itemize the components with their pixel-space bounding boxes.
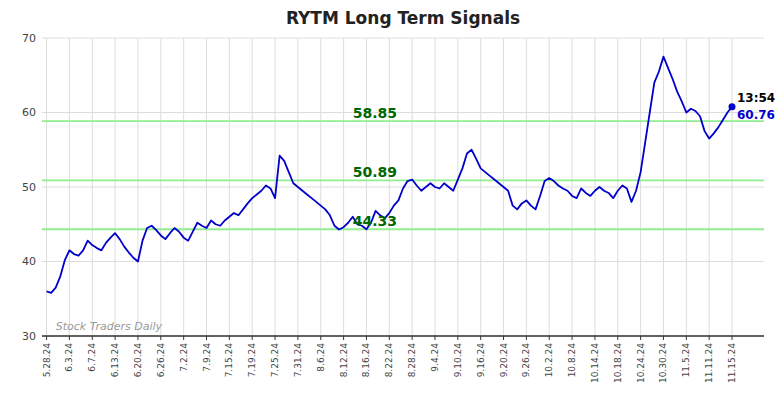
x-grid-line [343,38,344,336]
x-grid-line [709,38,710,336]
x-grid-line [732,38,733,336]
chart: RYTM Long Term Signals 30 40 50 60 70 5.28.24 6… [0,0,784,398]
x-tick-label: 10.18.24 [613,343,623,383]
x-tick-label: 9.10.24 [453,343,463,378]
x-tick-label: 10.8.24 [567,343,577,378]
y-grid-line [42,261,764,262]
y-tick-label: 70 [22,32,36,45]
x-grid-line [206,38,207,336]
x-tick-label: 8.22.24 [384,343,394,378]
x-grid-line [137,38,138,336]
title: RYTM Long Term Signals [286,8,520,28]
x-tick-label: 10.30.24 [658,343,668,383]
x-tick-label: 6.7.24 [87,343,97,372]
x-grid-line [572,38,573,336]
reference-line [42,228,764,230]
grid [42,38,764,336]
x-grid-line [457,38,458,336]
x-grid-line [594,38,595,336]
x-tick-label: 11.11.24 [704,343,714,383]
y-grid-line [42,336,764,337]
x-grid-line [320,38,321,336]
x-tick-label: 6.3.24 [64,343,74,372]
x-grid-line [480,38,481,336]
watermark: Stock Traders Daily [56,320,163,333]
price-line [47,57,732,293]
x-grid-line [389,38,390,336]
x-axis-line [42,335,764,337]
x-tick-label: 9.26.24 [521,343,531,378]
y-grid-line [42,112,764,113]
y-tick-label: 60 [22,106,36,119]
x-grid-line [160,38,161,336]
x-tick-label: 11.5.24 [681,343,691,378]
x-tick-label: 6.26.24 [156,343,166,378]
x-grid-line [115,38,116,336]
last-point [729,103,736,110]
reference-line [42,179,764,181]
last-time-label: 13:54 [737,91,775,105]
x-grid-line [526,38,527,336]
x-tick-label: 10.24.24 [636,343,646,383]
x-grid-line [183,38,184,336]
x-grid-line [663,38,664,336]
x-grid-line [686,38,687,336]
reference-label: 58.85 [353,105,397,121]
x-grid-line [617,38,618,336]
x-tick-label: 7.19.24 [247,343,257,378]
x-tick-label: 6.13.24 [110,343,120,378]
x-tick-label: 5.28.24 [42,343,52,378]
reference-label: 50.89 [353,164,397,180]
x-tick-label: 11.15.24 [727,343,737,383]
y-tick-label: 50 [22,181,36,194]
x-grid-line [640,38,641,336]
x-grid-line [412,38,413,336]
x-tick-label: 9.16.24 [476,343,486,378]
reference-label: 44.33 [353,213,397,229]
x-tick-label: 9.20.24 [499,343,509,378]
x-grid-line [252,38,253,336]
x-grid-line [92,38,93,336]
x-tick-label: 6.20.24 [133,343,143,378]
x-grid-line [549,38,550,336]
x-tick-label: 7.25.24 [270,343,280,378]
y-grid-line [42,38,764,39]
x-tick-label: 7.31.24 [293,343,303,378]
x-tick-label: 8.16.24 [361,343,371,378]
x-grid-line [366,38,367,336]
x-tick-label: 7.2.24 [179,343,189,372]
x-tick-label: 7.15.24 [224,343,234,378]
y-tick-label: 30 [22,330,36,343]
y-tick-label: 40 [22,255,36,268]
last-value-label: 60.76 [737,108,775,122]
reference-line [42,120,764,122]
x-tick-label: 7.9.24 [202,343,212,372]
x-tick-label: 10.14.24 [590,343,600,383]
plot-area [42,57,764,293]
x-tick-label: 10.2.24 [544,343,554,378]
x-grid-line [229,38,230,336]
x-grid-line [69,38,70,336]
x-tick-label: 8.6.24 [316,343,326,372]
x-tick-label: 8.28.24 [407,343,417,378]
x-tick-label: 8.12.24 [339,343,349,378]
x-tick-label: 9.4.24 [430,343,440,372]
